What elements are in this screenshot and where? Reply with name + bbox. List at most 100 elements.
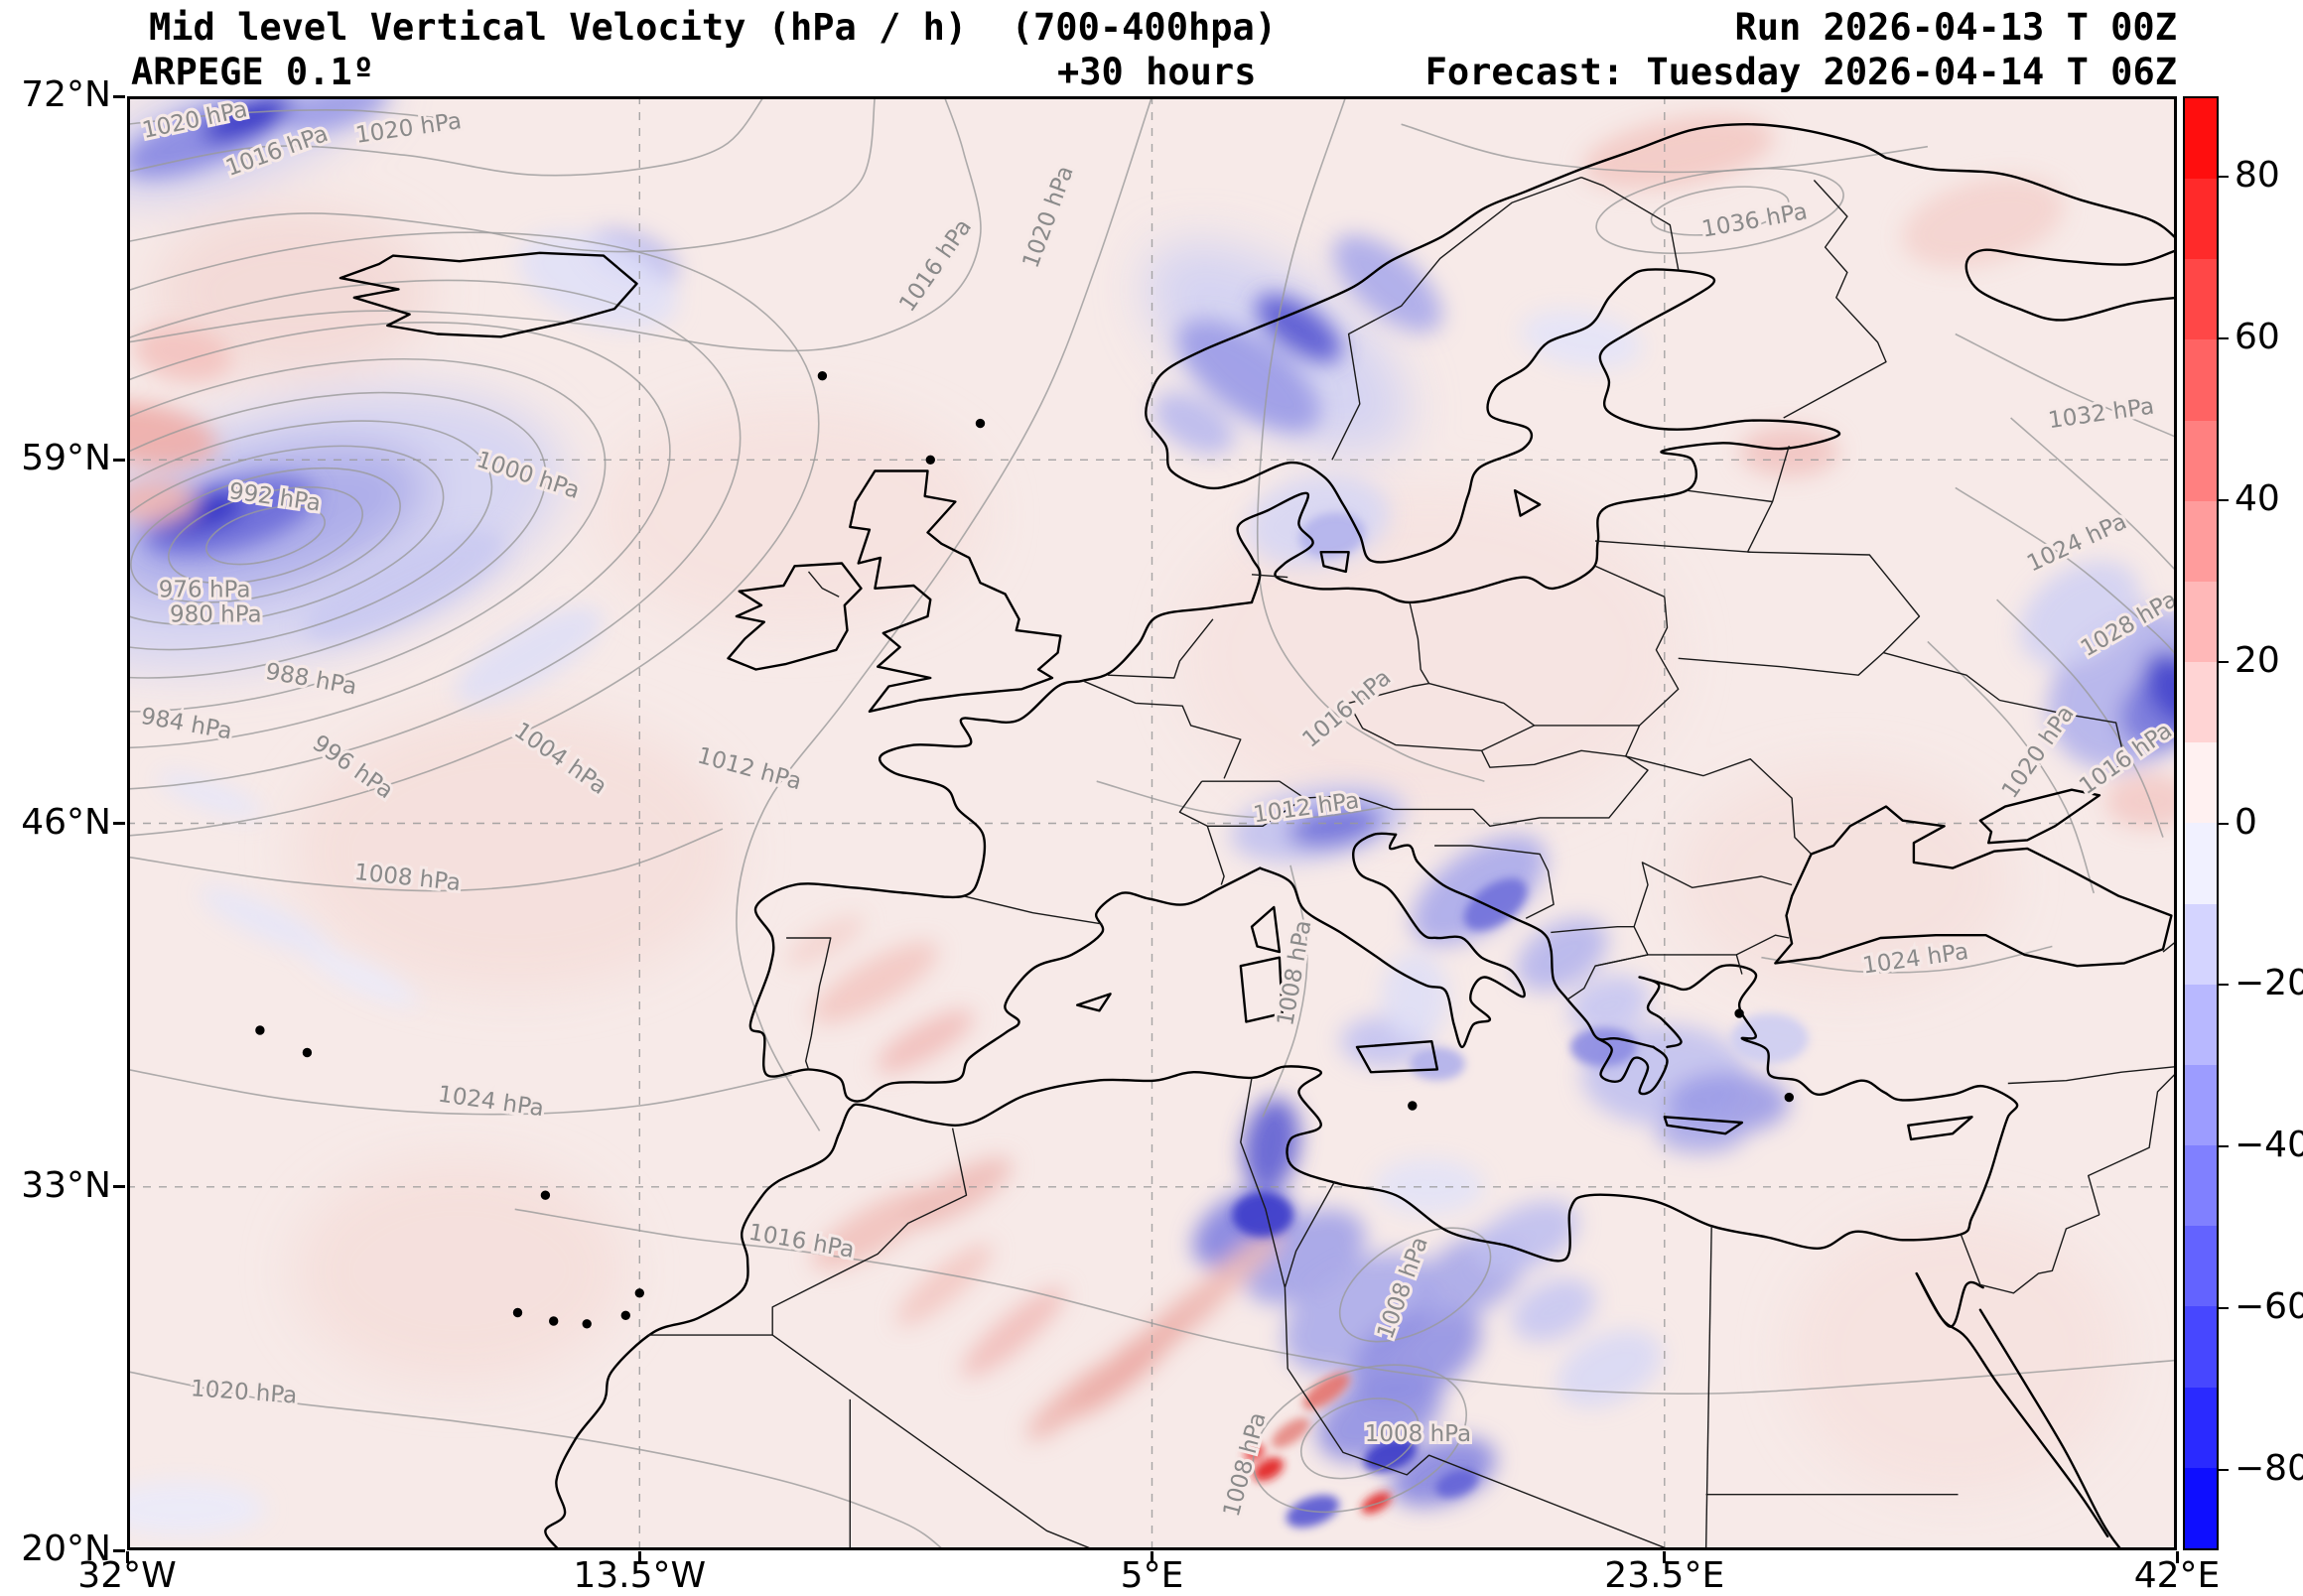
field-blob [1789,1214,2122,1495]
lat-tick-mark [113,458,125,462]
colorbar-segment [2185,1226,2217,1307]
small-island [817,371,828,381]
colorbar-segment [2185,903,2217,985]
colorbar-segment [2185,500,2217,582]
field-blob [1902,176,2065,269]
colorbar-segment [2185,179,2217,260]
small-island [634,1288,644,1298]
map-plot-area: 1020 hPa 1016 hPa 1020 hPa 1020 hPa 1016 hPa… [127,96,2177,1550]
field-blob [154,207,432,376]
colorbar-tick-mark [2219,337,2229,340]
field-blob [1145,242,1409,455]
field-blob [302,529,506,642]
forecast-label: Forecast: Tuesday 2026-04-14 T 06Z [1424,51,2177,93]
small-island [255,1025,265,1035]
field-blob [1232,1192,1293,1238]
colorbar-segment [2185,823,2217,904]
colorbar-segment [2185,1306,2217,1388]
field-blob [961,1287,1066,1378]
model-label: ARPEGE 0.1º [131,51,375,93]
field-blob [895,1243,993,1326]
colorbar-segment [2185,420,2217,501]
plot-frame [127,96,2177,1550]
lat-tick-label: 33°N [21,1164,111,1206]
colorbar-segment [2185,742,2217,824]
field-blob [1187,1230,1284,1312]
small-island [582,1319,592,1329]
isobar-label: 980 hPa [170,602,262,628]
lat-tick-label: 20°N [21,1529,111,1569]
lon-tick-mark [637,1551,641,1563]
field-blob [1516,918,1608,992]
lon-tick-mark [125,1551,129,1563]
field-blob [1521,310,1642,369]
field-soft-blobs [127,96,2122,1495]
colorbar-tick-label: −20 [2235,963,2303,1004]
small-island [1734,1008,1744,1018]
field-blob [1332,234,1442,332]
colorbar-tick-mark [2219,1306,2229,1309]
coastlines [255,123,2177,1550]
field-blob [127,1480,266,1536]
lon-tick-mark [1151,1551,1153,1563]
field-blob [1361,1491,1392,1515]
field-blob [1463,877,1528,931]
isobar-label: 976 hPa [159,577,251,602]
field-blob [811,1187,939,1270]
colorbar-tick-label: −60 [2235,1285,2303,1327]
lat-tick-mark [113,1548,125,1552]
field-blob [1242,1098,1300,1192]
field-blob [785,915,865,967]
run-label: Run 2026-04-13 T 00Z [1734,6,2177,49]
colorbar-tick-label: 40 [2235,477,2280,519]
colorbar-segment [2185,259,2217,340]
field-blob [293,1158,626,1384]
field-blob [281,96,389,132]
lon-tick-mark [2175,1551,2179,1563]
field-blob [127,479,197,524]
field-blob [1411,835,1547,946]
colorbar-tick-mark [2219,498,2229,501]
lat-tick-label: 46°N [21,801,111,843]
lat-tick-mark [113,1185,125,1189]
lat-tick-label: 59°N [21,438,111,479]
small-island [1784,1092,1795,1103]
lat-tick-mark [113,822,125,825]
colorbar [2183,96,2219,1550]
colorbar-tick-mark [2219,1145,2229,1148]
colorbar-tick-mark [2219,176,2229,179]
small-island [1408,1101,1418,1111]
colorbar-segment [2185,581,2217,663]
field-blob [1298,512,1366,559]
field-blob [1568,975,1650,1035]
field-blob [307,948,419,1006]
field-blob [1557,1330,1662,1407]
lead-time-label: +30 hours [1057,51,1257,93]
field-blob [1373,1158,1485,1216]
field-blob [127,401,218,467]
colorbar-segment [2185,1467,2217,1548]
field-blob [293,711,737,992]
colorbar-segment [2185,98,2217,180]
field-blob [904,1157,1013,1228]
small-island [620,1310,630,1321]
field-blob [1382,952,1449,1042]
isobar-label: 1008 hPa [1365,1421,1471,1447]
field-blob [1316,1371,1442,1462]
colorbar-tick-mark [2219,1468,2229,1471]
field-blob [1152,392,1235,455]
colorbar-tick-label: 60 [2235,317,2280,358]
field-core-blobs [1232,512,1809,1528]
isobar-contours [127,96,2177,1550]
field-blob [2104,772,2177,830]
colorbar-segment [2185,1387,2217,1468]
field-blob [876,1009,974,1073]
colorbar-segment [2185,984,2217,1065]
lon-tick-mark [1663,1551,1667,1563]
colorbar-tick-label: 20 [2235,639,2280,681]
colorbar-segment [2185,1064,2217,1146]
field-blob [1569,1027,1637,1067]
